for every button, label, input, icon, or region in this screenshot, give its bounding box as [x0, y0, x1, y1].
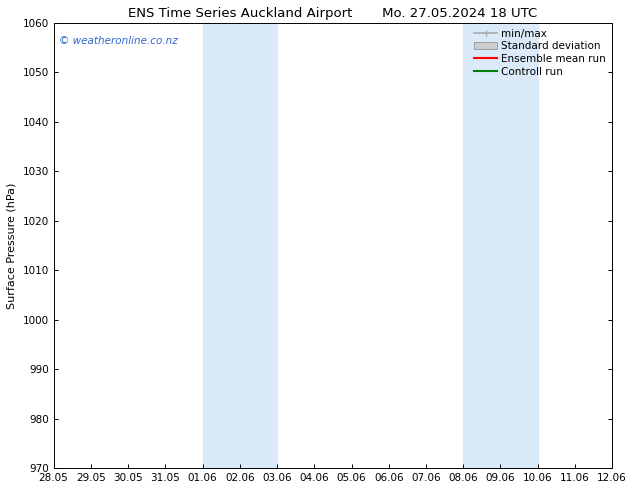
Text: © weatheronline.co.nz: © weatheronline.co.nz: [59, 36, 178, 46]
Bar: [202, 23, 277, 468]
Bar: [463, 23, 538, 468]
Legend: min/max, Standard deviation, Ensemble mean run, Controll run: min/max, Standard deviation, Ensemble me…: [471, 25, 609, 80]
Y-axis label: Surface Pressure (hPa): Surface Pressure (hPa): [7, 182, 17, 309]
Title: ENS Time Series Auckland Airport       Mo. 27.05.2024 18 UTC: ENS Time Series Auckland Airport Mo. 27.…: [128, 7, 538, 20]
